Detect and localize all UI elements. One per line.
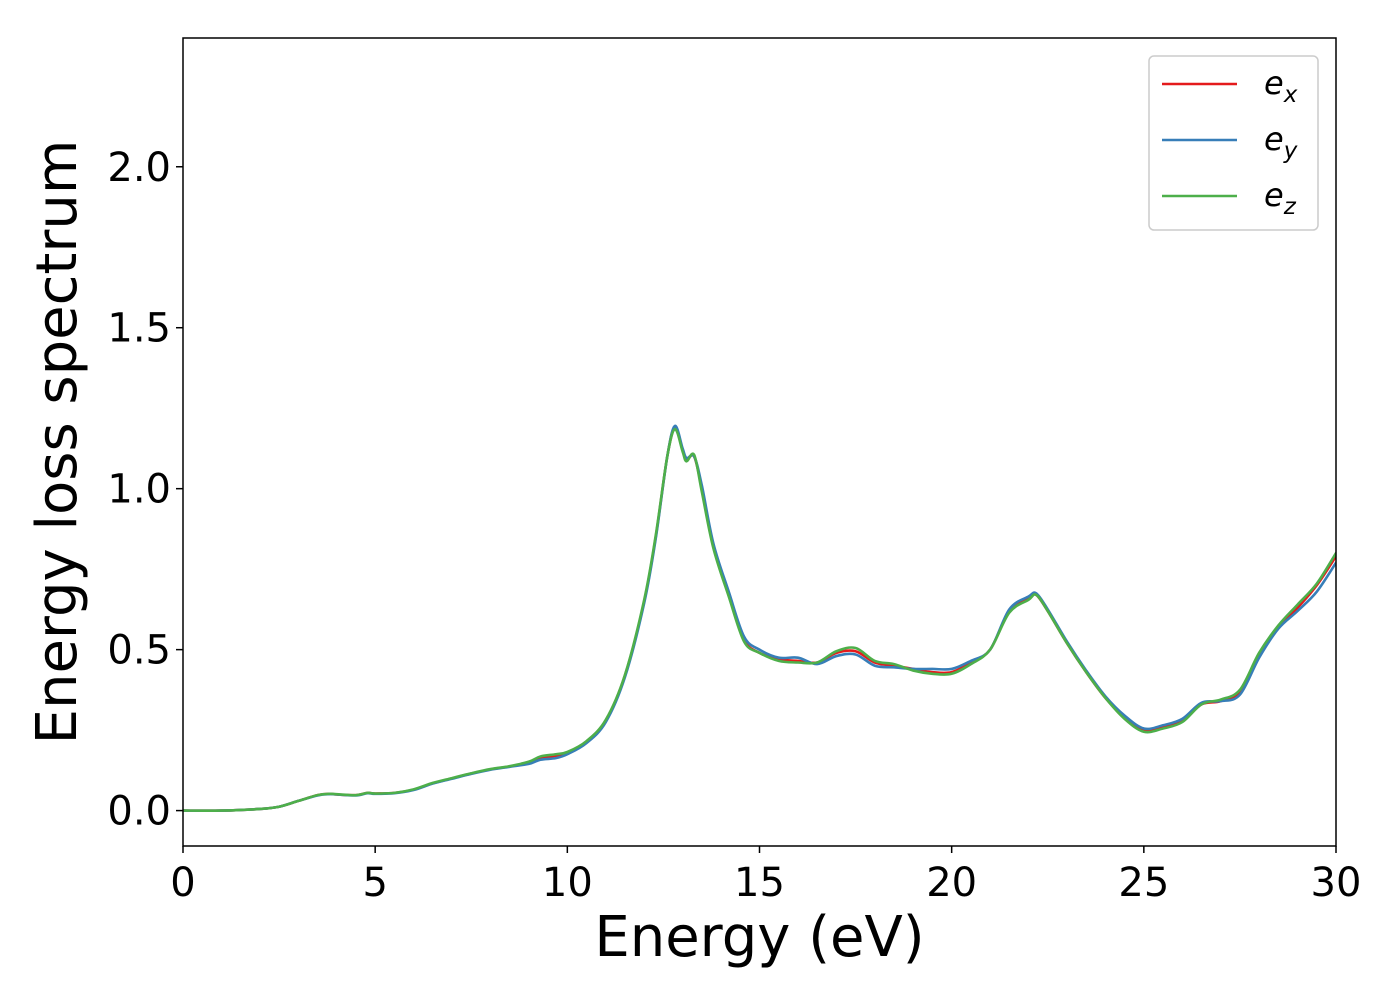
legend-label-subscript: x xyxy=(1283,82,1298,108)
y-tick-label: 2.0 xyxy=(107,145,171,191)
legend-label-base: e xyxy=(1264,176,1284,214)
legend-label-e_x: ex xyxy=(1264,64,1298,108)
legend-box xyxy=(1148,55,1319,231)
series-line-e_z xyxy=(183,427,1336,813)
x-tick-label: 15 xyxy=(734,860,785,906)
x-tick-label: 20 xyxy=(926,860,977,906)
legend-label-base: e xyxy=(1264,120,1284,158)
x-axis-title: Energy (eV) xyxy=(594,905,924,970)
series-layer xyxy=(183,424,1336,813)
legend-label-subscript: y xyxy=(1283,138,1298,164)
y-tick-label: 1.0 xyxy=(107,467,171,513)
legend-label-base: e xyxy=(1264,64,1284,102)
y-axis: 0.0 0.5 1.0 1.5 2.0 xyxy=(107,145,183,835)
x-tick-label: 25 xyxy=(1118,860,1169,906)
x-tick-label: 10 xyxy=(542,860,593,906)
y-tick-label: 0.0 xyxy=(107,789,171,835)
x-tick-label: 30 xyxy=(1311,860,1362,906)
legend-label-subscript: z xyxy=(1283,194,1297,220)
x-tick-label: 0 xyxy=(170,860,195,906)
y-tick-label: 1.5 xyxy=(107,306,171,352)
y-tick-label: 0.5 xyxy=(107,628,171,674)
x-tick-label: 5 xyxy=(362,860,387,906)
x-axis: 0 5 10 15 20 25 30 xyxy=(170,846,1361,906)
legend-label-e_z: ez xyxy=(1264,176,1297,220)
y-axis-title: Energy loss spectrum xyxy=(25,140,90,745)
legend-label-e_y: ey xyxy=(1264,120,1298,164)
